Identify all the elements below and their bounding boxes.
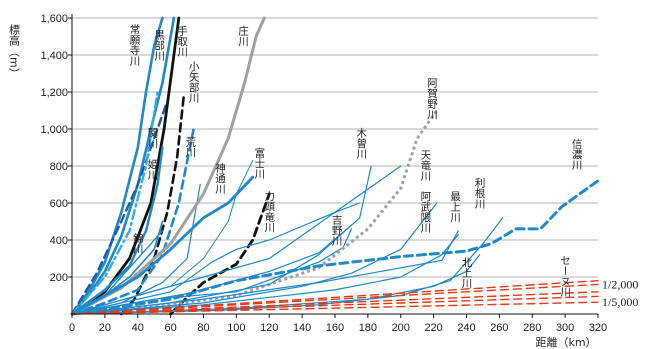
river-label-15: 阿武隈川 [419,191,431,233]
series-line-5 [120,94,186,316]
river-label-18: 力頭竜川 [263,189,275,232]
x-tick-label-16: 320 [589,322,607,334]
series-line-23 [71,233,459,315]
series-line-29 [71,301,599,315]
river-label-20: 北上川 [461,257,473,289]
x-tick-label-5: 100 [227,322,245,334]
x-tick-label-3: 60 [165,322,177,334]
series-line-2 [70,100,169,316]
series-line-4 [70,16,181,316]
river-label-9: 富士川 [253,147,265,179]
y-tick-label-3: 800 [50,161,68,173]
river-label-11: 阿賀野川 [426,77,438,119]
y-tick-label-5: 1,200 [40,87,68,99]
river-label-6: 荒川 [184,136,196,157]
series-line-28 [71,283,599,315]
y-tick-label-7: 1,600 [40,13,68,25]
river-label-12: 天竜川 [419,149,431,181]
series-line-19 [71,109,439,316]
y-tick-label-1: 400 [50,235,68,247]
series-line-3 [70,90,159,316]
river-label-16: 最上川 [449,191,461,223]
axis-titles: 標高（m） 距離（km） [8,23,597,349]
x-tick-label-8: 160 [326,322,344,334]
river-label-13: 信濃川 [571,138,583,170]
river-label-7: 姫川 [147,158,159,180]
river-label-21: セーヌ川 [559,255,571,297]
y-tick-label-6: 1,400 [40,50,68,62]
tick-labels: 0 20 40 60 80 100 120 140 160 180 200 220 240 260 280 3… [40,13,607,334]
river-label-10: 木曽川 [355,127,367,158]
series-line-1 [70,16,176,316]
x-tick-label-1: 20 [99,322,111,334]
series-line-30 [71,291,599,315]
x-axis-title: 距離（km） [535,335,596,349]
river-label-4: 小矢部川 [188,61,200,103]
series-line-27 [71,295,599,315]
x-tick-label-2: 40 [132,322,144,334]
river-label-1: 黒部川 [153,29,165,60]
series-line-14 [169,192,271,316]
river-label-17: 吉野川 [331,214,343,246]
series-line-12 [70,175,255,316]
series-line-18 [71,224,352,315]
ratio-annotations: 1/2,000 1/5,000 [602,277,638,309]
x-tick-label-15: 300 [556,322,574,334]
series-line-26 [70,179,600,316]
river-label-0: 常願寺川 [128,23,140,66]
river-label-2: 手取川 [176,25,188,57]
series-line-6 [70,146,164,316]
ratio-annotation-0: 1/2,000 [602,277,638,291]
x-tick-label-10: 200 [392,322,410,334]
y-axis-title: 標高（m） [8,23,21,79]
x-tick-label-9: 180 [359,322,377,334]
x-tick-label-12: 240 [457,322,475,334]
y-tick-label-2: 600 [50,198,68,210]
river-label-5: 関川 [147,127,159,148]
river-label-14: 利根川 [474,177,486,209]
x-tick-label-4: 80 [197,322,209,334]
series-line-0 [70,16,164,316]
series-lines [70,16,600,316]
series-line-31 [71,280,599,315]
x-tick-label-7: 140 [293,322,311,334]
x-tick-label-13: 260 [490,322,508,334]
river-label-3: 庄川 [237,25,249,47]
y-tick-label-4: 1,000 [40,124,68,136]
series-line-21 [71,202,438,315]
series-line-16 [71,165,402,315]
x-tick-label-14: 280 [523,322,541,334]
y-tick-label-0: 200 [50,272,68,284]
series-line-22 [71,230,459,315]
series-line-8 [70,127,195,316]
river-label-19: 錦川 [132,232,144,254]
x-tick-label-0: 0 [69,322,75,334]
ratio-annotation-1: 1/5,000 [602,295,638,309]
axes [68,14,599,318]
river-label-8: 神通川 [214,162,226,194]
x-tick-label-6: 120 [260,322,278,334]
x-tick-label-11: 220 [424,322,442,334]
